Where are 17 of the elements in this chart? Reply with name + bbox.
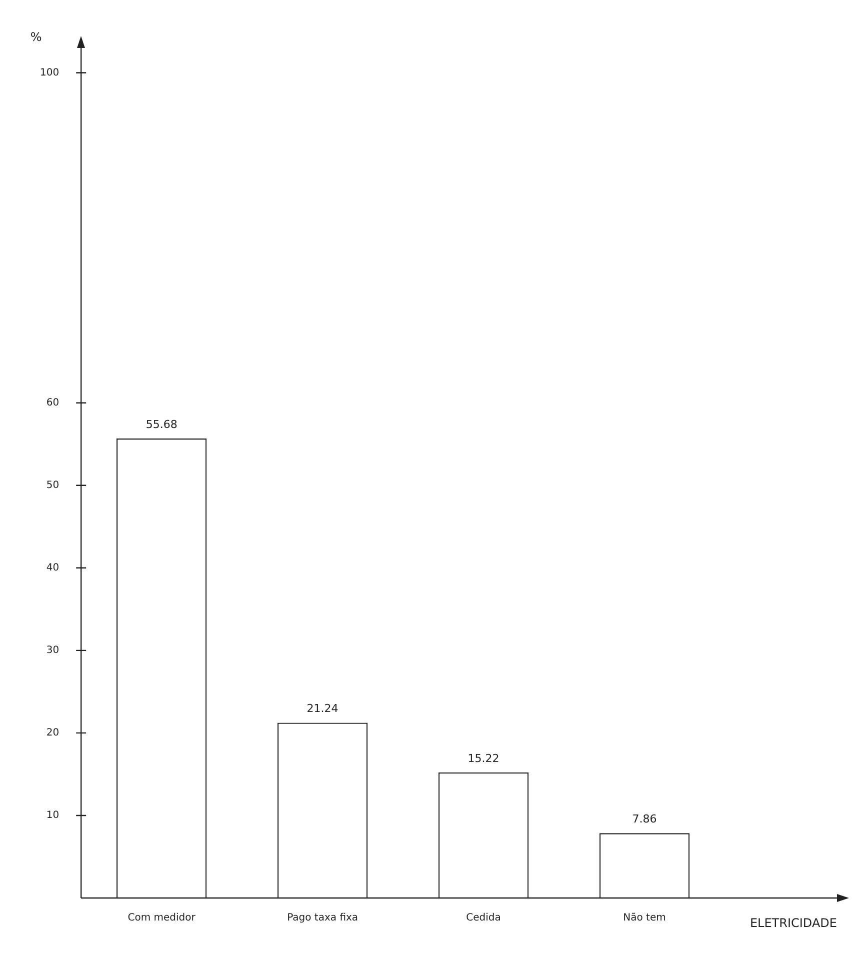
data-label: 21.24 bbox=[306, 702, 338, 716]
y-tick-label: 10 bbox=[46, 810, 60, 822]
x-tick-label: Não tem bbox=[623, 912, 666, 924]
y-tick-label: 30 bbox=[46, 645, 60, 656]
data-label: 15.22 bbox=[468, 752, 500, 765]
y-tick-label: 20 bbox=[46, 728, 60, 739]
data-label: 7.86 bbox=[632, 812, 657, 826]
x-tick-label: Cedida bbox=[466, 912, 501, 924]
y-tick-label: 100 bbox=[40, 67, 60, 78]
y-tick-label: 50 bbox=[46, 480, 60, 491]
data-label: 55.68 bbox=[146, 418, 178, 431]
x-tick-label: Com medidor bbox=[128, 912, 196, 924]
y-axis-title: % bbox=[30, 30, 42, 44]
y-tick-label: 40 bbox=[46, 562, 60, 574]
x-axis-title: ELETRICIDADE bbox=[750, 916, 837, 930]
x-tick-label: Pago taxa fixa bbox=[287, 912, 358, 924]
y-tick-label: 60 bbox=[46, 397, 60, 408]
